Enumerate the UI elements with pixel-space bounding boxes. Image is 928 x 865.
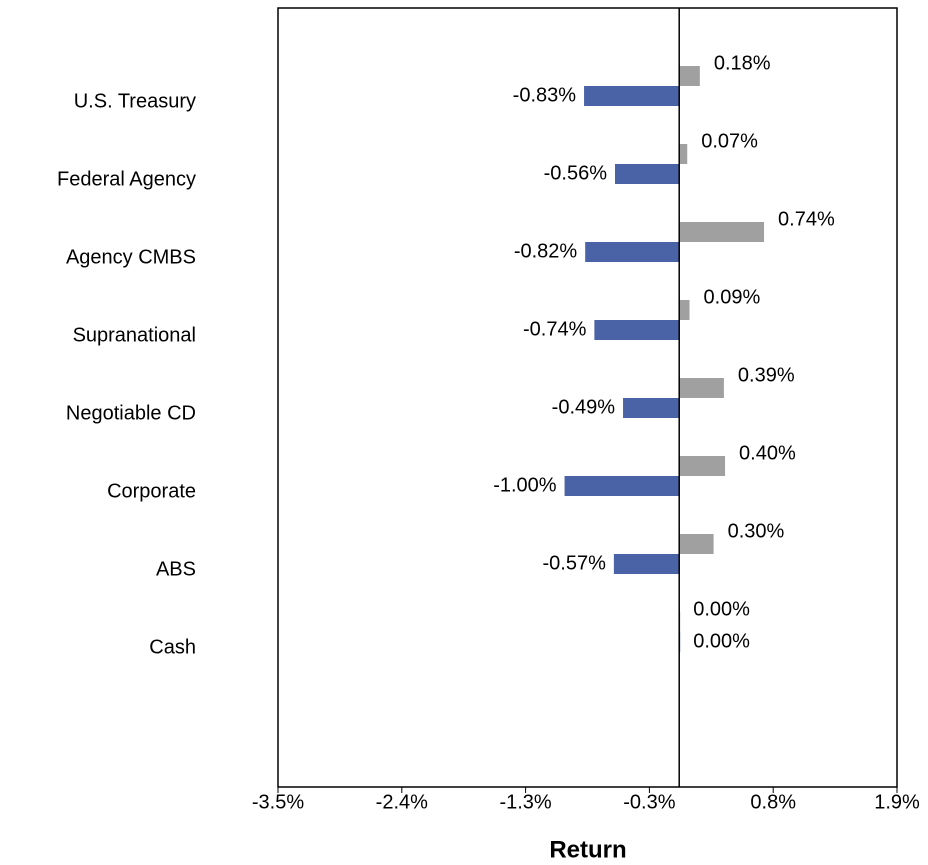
bar: [585, 242, 680, 262]
x-tick-label: 0.8%: [750, 791, 796, 813]
data-label: 0.18%: [714, 52, 771, 74]
data-label: 0.74%: [778, 208, 835, 230]
data-label: 0.00%: [693, 598, 750, 620]
x-tick-label: -1.3%: [499, 791, 551, 813]
data-label: -0.74%: [523, 318, 587, 340]
bar: [679, 66, 700, 86]
bar: [594, 320, 680, 340]
y-tick-label: Corporate: [107, 480, 196, 502]
x-axis-label: Return: [549, 836, 626, 863]
bar: [679, 144, 688, 164]
y-tick-label: Federal Agency: [57, 168, 196, 190]
data-label: 0.39%: [738, 364, 795, 386]
bar: [679, 222, 765, 242]
x-tick-label: 1.9%: [874, 791, 920, 813]
bar: [564, 476, 680, 496]
data-label: 0.00%: [693, 630, 750, 652]
bar: [679, 456, 726, 476]
data-label: 0.07%: [701, 130, 758, 152]
y-tick-label: ABS: [156, 558, 196, 580]
data-label: -0.49%: [552, 396, 616, 418]
y-tick-label: Negotiable CD: [66, 402, 196, 424]
x-tick-label: -0.3%: [623, 791, 675, 813]
data-label: -1.00%: [493, 474, 557, 496]
data-label: 0.30%: [728, 520, 785, 542]
data-label: 0.40%: [739, 442, 796, 464]
x-tick-label: -2.4%: [376, 791, 428, 813]
bar: [584, 86, 680, 106]
y-tick-label: Cash: [149, 636, 196, 658]
bar: [615, 164, 680, 184]
plot-frame: [277, 7, 898, 788]
y-tick-label: Supranational: [73, 324, 196, 346]
data-label: -0.56%: [544, 162, 608, 184]
y-tick-label: Agency CMBS: [66, 246, 196, 268]
bar: [679, 534, 714, 554]
data-label: -0.57%: [542, 552, 606, 574]
x-tick-label: -3.5%: [252, 791, 304, 813]
bar: [623, 398, 680, 418]
bar: [679, 378, 724, 398]
bar: [613, 554, 680, 574]
bar: [679, 300, 690, 320]
data-label: -0.83%: [513, 84, 577, 106]
data-label: 0.09%: [704, 286, 761, 308]
data-label: -0.82%: [514, 240, 578, 262]
y-tick-label: U.S. Treasury: [74, 90, 196, 112]
